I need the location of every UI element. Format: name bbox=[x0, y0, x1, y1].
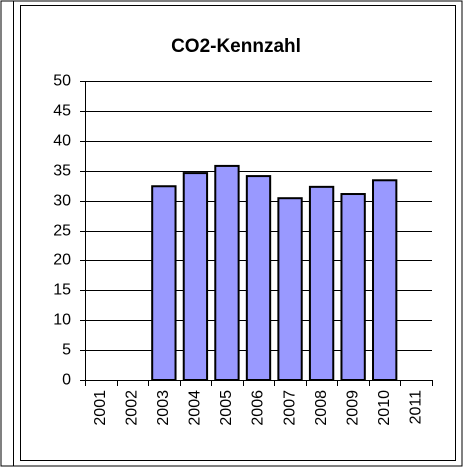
x-tick-label: 2011 bbox=[407, 390, 424, 425]
y-tick-label: 30 bbox=[53, 193, 71, 210]
x-tick-label: 2002 bbox=[124, 390, 141, 426]
x-tick-label: 2005 bbox=[218, 390, 235, 426]
y-tick-label: 45 bbox=[53, 103, 71, 120]
bar bbox=[214, 164, 240, 381]
x-tick-label: 2006 bbox=[250, 390, 267, 426]
y-tick-label: 25 bbox=[53, 223, 71, 240]
x-tick-label: 2009 bbox=[344, 390, 361, 426]
y-tick-label: 0 bbox=[62, 372, 71, 389]
chart-title: CO2-Kennzahl bbox=[171, 36, 301, 57]
y-tick-label: 5 bbox=[62, 342, 71, 359]
y-tick-label: 10 bbox=[53, 312, 71, 329]
bar bbox=[340, 193, 366, 381]
bar bbox=[182, 172, 209, 381]
y-tick-label: 35 bbox=[53, 163, 71, 180]
bar bbox=[277, 197, 303, 381]
y-tick-label: 50 bbox=[53, 73, 71, 90]
x-tick-label: 2008 bbox=[313, 390, 330, 426]
bar bbox=[151, 185, 177, 381]
bar bbox=[308, 185, 335, 381]
x-tick-label: 2003 bbox=[155, 390, 172, 426]
x-tick-label: 2001 bbox=[92, 390, 109, 426]
y-tick-label: 15 bbox=[53, 282, 71, 299]
x-tick-label: 2004 bbox=[187, 390, 204, 426]
y-tick-label: 40 bbox=[53, 133, 71, 150]
bar bbox=[372, 179, 398, 381]
bar bbox=[245, 175, 272, 381]
x-tick-label: 2010 bbox=[376, 390, 393, 426]
x-tick-label: 2007 bbox=[281, 390, 298, 426]
y-tick-label: 20 bbox=[53, 252, 71, 269]
